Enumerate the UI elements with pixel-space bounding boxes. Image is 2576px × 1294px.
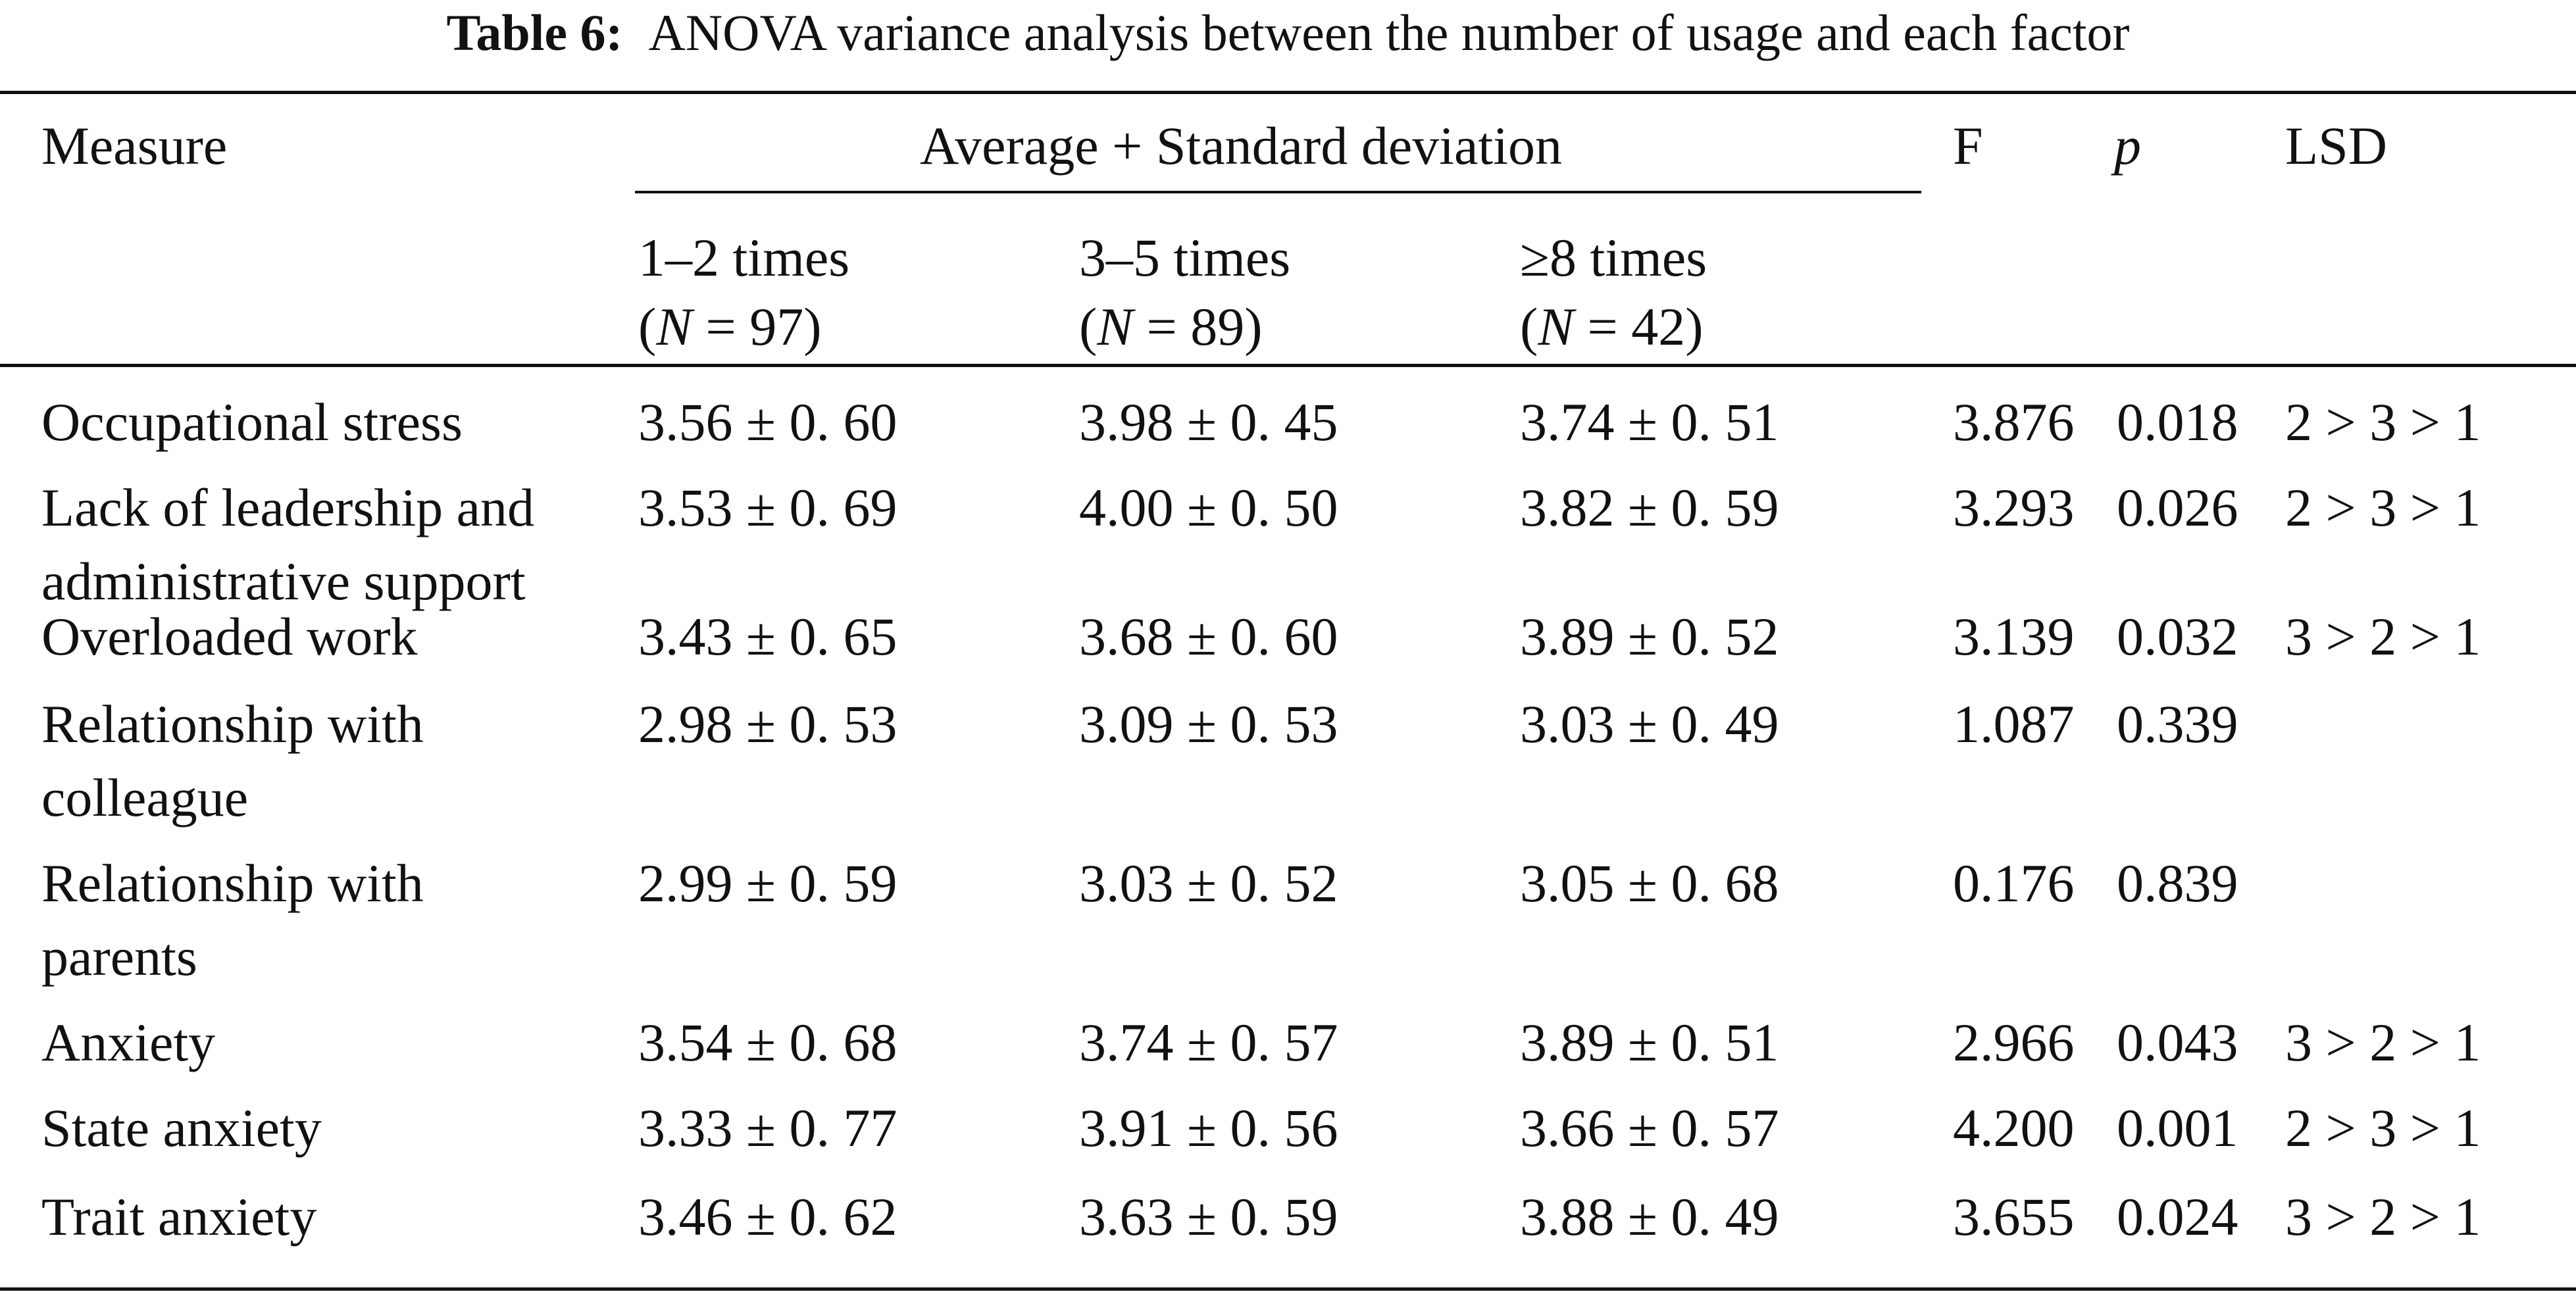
cell-group-3: 3.89 ± 0. 52 (1520, 607, 1779, 666)
cell-lsd: 3 > 2 > 1 (2285, 1187, 2481, 1247)
cell-group-3: 3.66 ± 0. 57 (1520, 1098, 1779, 1158)
cell-measure: Lack of leadership and (41, 478, 535, 537)
cell-f: 3.293 (1953, 478, 2075, 537)
header-average-sd: Average + Standard deviation (920, 116, 1562, 176)
caption-text: ANOVA variance analysis between the numb… (648, 4, 2130, 61)
cell-f: 3.139 (1953, 607, 2075, 666)
table-caption: Table 6: ANOVA variance analysis between… (0, 0, 2576, 66)
cell-f: 3.876 (1953, 392, 2075, 452)
cell-group-1: 2.99 ± 0. 59 (638, 853, 897, 913)
header-measure: Measure (41, 116, 228, 176)
cell-group-3: 3.88 ± 0. 49 (1520, 1187, 1779, 1247)
cell-p: 0.001 (2117, 1098, 2238, 1158)
header-lsd: LSD (2285, 116, 2387, 176)
cell-p: 0.018 (2117, 392, 2238, 452)
cell-measure-line-2: parents (41, 927, 197, 987)
cell-group-1: 3.53 ± 0. 69 (638, 478, 897, 537)
bottom-rule (0, 1287, 2576, 1291)
cell-p: 0.024 (2117, 1187, 2238, 1247)
cell-measure: State anxiety (41, 1098, 322, 1158)
cell-p: 0.026 (2117, 478, 2238, 537)
cell-group-2: 3.98 ± 0. 45 (1079, 392, 1338, 452)
header-bottom-rule (0, 364, 2576, 367)
header-group-2-n: (N = 89) (1079, 297, 1263, 357)
cell-group-2: 4.00 ± 0. 50 (1079, 478, 1338, 537)
cell-group-1: 3.56 ± 0. 60 (638, 392, 897, 452)
cell-measure-line-2: administrative support (41, 551, 526, 611)
cell-group-2: 3.63 ± 0. 59 (1079, 1187, 1338, 1247)
cell-group-1: 3.54 ± 0. 68 (638, 1012, 897, 1072)
header-group-3-times: ≥8 times (1520, 228, 1707, 287)
cell-group-3: 3.82 ± 0. 59 (1520, 478, 1779, 537)
cell-f: 4.200 (1953, 1098, 2075, 1158)
header-group-1-n: (N = 97) (638, 297, 822, 357)
cell-measure: Overloaded work (41, 607, 418, 666)
cell-group-2: 3.09 ± 0. 53 (1079, 694, 1338, 754)
cell-group-3: 3.89 ± 0. 51 (1520, 1012, 1779, 1072)
cell-group-1: 3.43 ± 0. 65 (638, 607, 897, 666)
cell-group-3: 3.03 ± 0. 49 (1520, 694, 1779, 754)
cell-f: 2.966 (1953, 1012, 2075, 1072)
cell-f: 1.087 (1953, 694, 2075, 754)
cell-lsd: 2 > 3 > 1 (2285, 1098, 2481, 1158)
cell-measure: Anxiety (41, 1012, 216, 1072)
cell-group-3: 3.74 ± 0. 51 (1520, 392, 1779, 452)
cell-group-3: 3.05 ± 0. 68 (1520, 853, 1779, 913)
cell-f: 3.655 (1953, 1187, 2075, 1247)
cell-group-1: 3.33 ± 0. 77 (638, 1098, 897, 1158)
cell-measure: Occupational stress (41, 392, 463, 452)
cell-group-2: 3.74 ± 0. 57 (1079, 1012, 1338, 1072)
cell-measure: Relationship with (41, 853, 424, 913)
cell-group-2: 3.68 ± 0. 60 (1079, 607, 1338, 666)
cell-group-1: 2.98 ± 0. 53 (638, 694, 897, 754)
cell-p: 0.839 (2117, 853, 2238, 913)
cell-measure: Relationship with (41, 694, 424, 754)
cell-group-2: 3.03 ± 0. 52 (1079, 853, 1338, 913)
caption-label: Table 6: (446, 4, 623, 61)
header-group-3-n: (N = 42) (1520, 297, 1704, 357)
cell-p: 0.032 (2117, 607, 2238, 666)
top-rule (0, 91, 2576, 94)
header-group-1-times: 1–2 times (638, 228, 850, 287)
cell-lsd: 3 > 2 > 1 (2285, 607, 2481, 666)
cell-lsd: 3 > 2 > 1 (2285, 1012, 2481, 1072)
header-f: F (1953, 116, 1983, 176)
group-header-rule (635, 191, 1921, 193)
cell-lsd: 2 > 3 > 1 (2285, 478, 2481, 537)
cell-group-2: 3.91 ± 0. 56 (1079, 1098, 1338, 1158)
cell-p: 0.043 (2117, 1012, 2238, 1072)
header-p: p (2114, 116, 2141, 176)
cell-p: 0.339 (2117, 694, 2238, 754)
header-group-2-times: 3–5 times (1079, 228, 1291, 287)
cell-f: 0.176 (1953, 853, 2075, 913)
cell-lsd: 2 > 3 > 1 (2285, 392, 2481, 452)
cell-measure: Trait anxiety (41, 1187, 317, 1247)
cell-measure-line-2: colleague (41, 768, 249, 828)
cell-group-1: 3.46 ± 0. 62 (638, 1187, 897, 1247)
